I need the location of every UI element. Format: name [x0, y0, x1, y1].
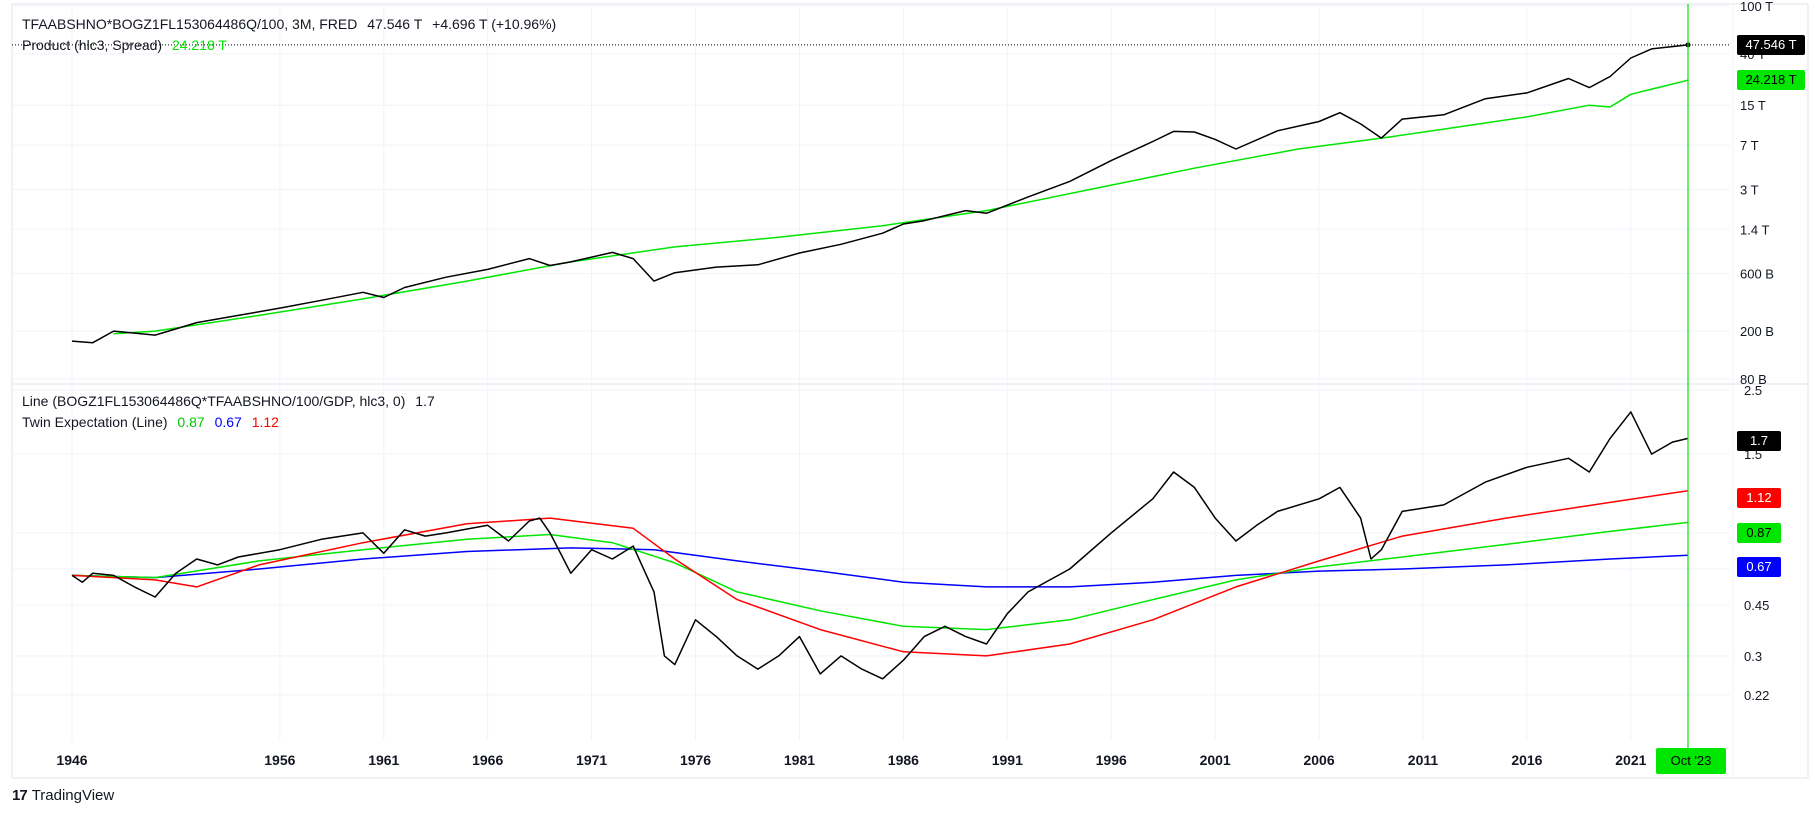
product-series-line: [113, 79, 1689, 335]
x-tick-label: 1976: [680, 752, 711, 768]
x-tick-label: 2001: [1200, 752, 1231, 768]
product-indicator-value: 24.218 T: [171, 37, 227, 53]
series-layer: [12, 4, 1730, 748]
twin-red-line: [71, 489, 1689, 657]
chart-frame: [11, 3, 1809, 779]
top-y-tick-label: 3 T: [1740, 182, 1759, 197]
bottom-symbol-title[interactable]: Line (BOGZ1FL153064486Q*TFAABSHNO/100/GD…: [22, 393, 406, 409]
top-y-tick-label: 1.4 T: [1740, 222, 1769, 237]
grid: [11, 3, 1809, 779]
twin-blue-line: [71, 547, 1689, 588]
x-tick-label: 1986: [888, 752, 919, 768]
x-tick-label: 1961: [368, 752, 399, 768]
top-product-badge: 24.218 T: [1737, 70, 1805, 90]
bottom-line-badge: 1.7: [1737, 431, 1781, 451]
twin-red-value: 1.12: [251, 414, 279, 430]
twin-blue-value: 0.67: [214, 414, 242, 430]
top-y-tick-label: 7 T: [1740, 138, 1759, 153]
bottom-indicator-row: Twin Expectation (Line) 0.87 0.67 1.12: [22, 413, 285, 431]
top-symbol-title[interactable]: TFAABSHNO*BOGZ1FL153064486Q/100, 3M, FRE…: [22, 16, 358, 32]
tradingview-brand[interactable]: 17 TradingView: [12, 787, 114, 804]
top-indicator-row: Product (hlc3, Spread) 24.218 T: [22, 36, 233, 54]
top-legend-row: TFAABSHNO*BOGZ1FL153064486Q/100, 3M, FRE…: [22, 15, 562, 33]
x-tick-label: 2011: [1408, 752, 1439, 768]
top-last-value: 47.546 T: [367, 16, 423, 32]
top-y-tick-label: 200 B: [1740, 324, 1774, 339]
x-tick-label: 1996: [1096, 752, 1127, 768]
x-tick-label: 1946: [56, 752, 87, 768]
top-y-tick-label: 600 B: [1740, 267, 1774, 282]
x-tick-label: 2021: [1615, 752, 1646, 768]
brand-name: TradingView: [31, 787, 115, 804]
twin-green-line: [71, 521, 1689, 631]
bottom-red-badge: 1.12: [1737, 488, 1781, 508]
bottom-y-tick-label: 2.5: [1744, 383, 1762, 398]
top-y-tick-label: 15 T: [1740, 98, 1766, 113]
top-y-tick-label: 80 B: [1740, 372, 1767, 387]
price-series-line: [71, 44, 1689, 344]
top-y-tick-label: 100 T: [1740, 0, 1773, 14]
x-tick-label: 1991: [992, 752, 1023, 768]
bottom-y-tick-label: 0.45: [1744, 598, 1769, 613]
bottom-last-value: 1.7: [415, 393, 435, 409]
bottom-y-tick-label: 0.22: [1744, 688, 1769, 703]
x-tick-label: 1981: [784, 752, 815, 768]
x-tick-label: 1956: [264, 752, 295, 768]
bottom-blue-badge: 0.67: [1737, 557, 1781, 577]
cursor-date-badge: Oct '23: [1656, 748, 1726, 774]
x-tick-label: 1966: [472, 752, 503, 768]
bottom-y-tick-label: 0.3: [1744, 649, 1762, 664]
bottom-green-badge: 0.87: [1737, 523, 1781, 543]
product-indicator-label[interactable]: Product (hlc3, Spread): [22, 37, 163, 53]
tradingview-logo-icon: 17: [12, 787, 28, 804]
top-price-badge: 47.546 T: [1737, 35, 1805, 55]
x-tick-label: 2006: [1303, 752, 1334, 768]
twin-green-value: 0.87: [177, 414, 205, 430]
ratio-series-line: [71, 411, 1689, 680]
x-tick-label: 1971: [576, 752, 607, 768]
top-change-value: +4.696 T (+10.96%): [432, 16, 557, 32]
x-tick-label: 2016: [1511, 752, 1542, 768]
bottom-legend-row: Line (BOGZ1FL153064486Q*TFAABSHNO/100/GD…: [22, 392, 441, 410]
twin-expectation-label[interactable]: Twin Expectation (Line): [22, 414, 168, 430]
